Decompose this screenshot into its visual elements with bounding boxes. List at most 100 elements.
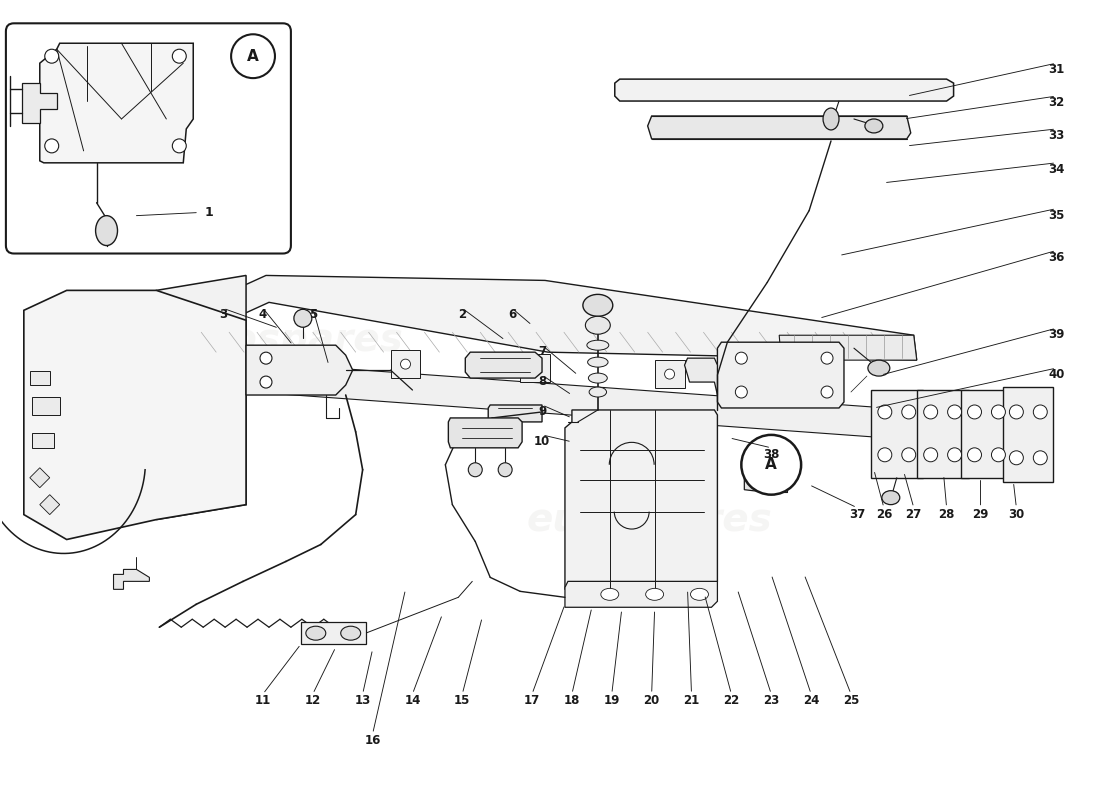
Circle shape: [947, 448, 961, 462]
Polygon shape: [565, 410, 717, 590]
Bar: [32, 433, 54, 448]
Text: 40: 40: [1048, 368, 1065, 381]
Circle shape: [1010, 451, 1023, 465]
Circle shape: [1010, 405, 1023, 419]
Text: 13: 13: [354, 694, 371, 707]
Polygon shape: [40, 43, 194, 163]
Polygon shape: [488, 405, 542, 422]
Text: A: A: [766, 458, 777, 472]
Polygon shape: [156, 275, 916, 360]
Text: 1: 1: [205, 206, 213, 219]
Text: 12: 12: [305, 694, 321, 707]
Polygon shape: [24, 290, 246, 539]
Circle shape: [173, 139, 186, 153]
Bar: [32, 397, 59, 415]
Text: 17: 17: [524, 694, 540, 707]
Circle shape: [878, 405, 892, 419]
Text: 2: 2: [459, 308, 466, 322]
Text: eurospares: eurospares: [158, 322, 404, 359]
Polygon shape: [717, 342, 844, 408]
Ellipse shape: [868, 360, 890, 376]
Polygon shape: [648, 116, 911, 139]
Circle shape: [1033, 451, 1047, 465]
Polygon shape: [113, 570, 150, 590]
Text: 29: 29: [972, 508, 989, 521]
Ellipse shape: [341, 626, 361, 640]
Text: 24: 24: [803, 694, 820, 707]
Ellipse shape: [590, 387, 606, 397]
Text: 35: 35: [1048, 209, 1065, 222]
Text: 5: 5: [309, 308, 317, 322]
Circle shape: [991, 448, 1005, 462]
Circle shape: [821, 386, 833, 398]
Circle shape: [968, 448, 981, 462]
Text: 34: 34: [1048, 163, 1065, 176]
Polygon shape: [684, 358, 717, 395]
Text: 27: 27: [905, 508, 922, 521]
Text: 31: 31: [1048, 63, 1065, 76]
Circle shape: [231, 34, 275, 78]
Circle shape: [498, 462, 513, 477]
Circle shape: [469, 462, 482, 477]
Ellipse shape: [882, 490, 900, 505]
Polygon shape: [156, 355, 914, 440]
Text: 4: 4: [258, 308, 267, 322]
Circle shape: [530, 363, 540, 373]
Polygon shape: [615, 79, 954, 101]
Polygon shape: [871, 390, 923, 478]
Polygon shape: [30, 468, 50, 488]
Ellipse shape: [823, 108, 839, 130]
Ellipse shape: [96, 216, 118, 246]
Text: 21: 21: [683, 694, 700, 707]
Text: eurospares: eurospares: [527, 501, 772, 538]
FancyBboxPatch shape: [6, 23, 290, 254]
Ellipse shape: [646, 588, 663, 600]
Polygon shape: [745, 472, 764, 492]
Circle shape: [260, 352, 272, 364]
Circle shape: [821, 352, 833, 364]
Circle shape: [902, 405, 915, 419]
Bar: [301, 622, 365, 644]
Ellipse shape: [585, 316, 611, 334]
Ellipse shape: [588, 373, 607, 383]
Polygon shape: [22, 83, 57, 123]
Circle shape: [294, 310, 311, 327]
Circle shape: [1033, 405, 1047, 419]
Text: 26: 26: [876, 508, 892, 521]
Circle shape: [736, 386, 747, 398]
Bar: [1003, 387, 1053, 482]
Text: 23: 23: [763, 694, 780, 707]
Text: 15: 15: [454, 694, 471, 707]
Circle shape: [260, 376, 272, 388]
Circle shape: [45, 139, 58, 153]
Circle shape: [45, 50, 58, 63]
Text: 32: 32: [1048, 96, 1065, 109]
Circle shape: [173, 50, 186, 63]
Circle shape: [924, 405, 937, 419]
Text: 33: 33: [1048, 129, 1065, 142]
Circle shape: [400, 359, 410, 369]
Text: A: A: [248, 49, 258, 64]
Text: 36: 36: [1048, 250, 1065, 263]
Text: 20: 20: [644, 694, 660, 707]
Text: 7: 7: [538, 345, 546, 358]
Text: 37: 37: [849, 508, 865, 521]
Text: 22: 22: [723, 694, 739, 707]
Circle shape: [736, 352, 747, 364]
Circle shape: [991, 405, 1005, 419]
Text: 39: 39: [1048, 328, 1065, 342]
Circle shape: [924, 448, 937, 462]
Ellipse shape: [306, 626, 326, 640]
Text: 9: 9: [538, 405, 547, 418]
Text: 3: 3: [219, 308, 228, 322]
Ellipse shape: [691, 588, 708, 600]
Ellipse shape: [583, 294, 613, 316]
Text: 6: 6: [508, 308, 516, 322]
Text: 11: 11: [255, 694, 271, 707]
Circle shape: [878, 448, 892, 462]
Bar: [30, 371, 50, 385]
Polygon shape: [449, 418, 522, 448]
Polygon shape: [246, 345, 353, 395]
Polygon shape: [156, 275, 246, 519]
Ellipse shape: [587, 340, 608, 350]
